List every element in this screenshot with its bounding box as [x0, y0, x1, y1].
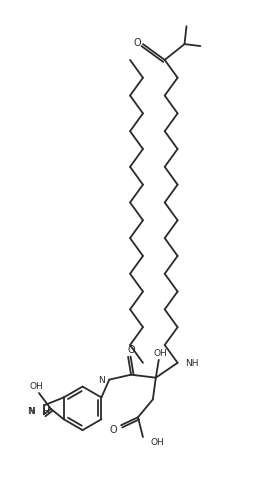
Text: N: N [27, 407, 34, 416]
Text: H: H [42, 407, 49, 416]
Text: O: O [127, 345, 135, 355]
Text: N: N [99, 376, 105, 385]
Text: O: O [110, 425, 117, 435]
Text: NH: NH [185, 359, 199, 368]
Text: OH: OH [154, 349, 168, 358]
Text: O: O [133, 38, 141, 48]
Text: OH: OH [151, 438, 165, 446]
Text: N: N [28, 407, 35, 416]
Text: OH: OH [29, 382, 43, 391]
